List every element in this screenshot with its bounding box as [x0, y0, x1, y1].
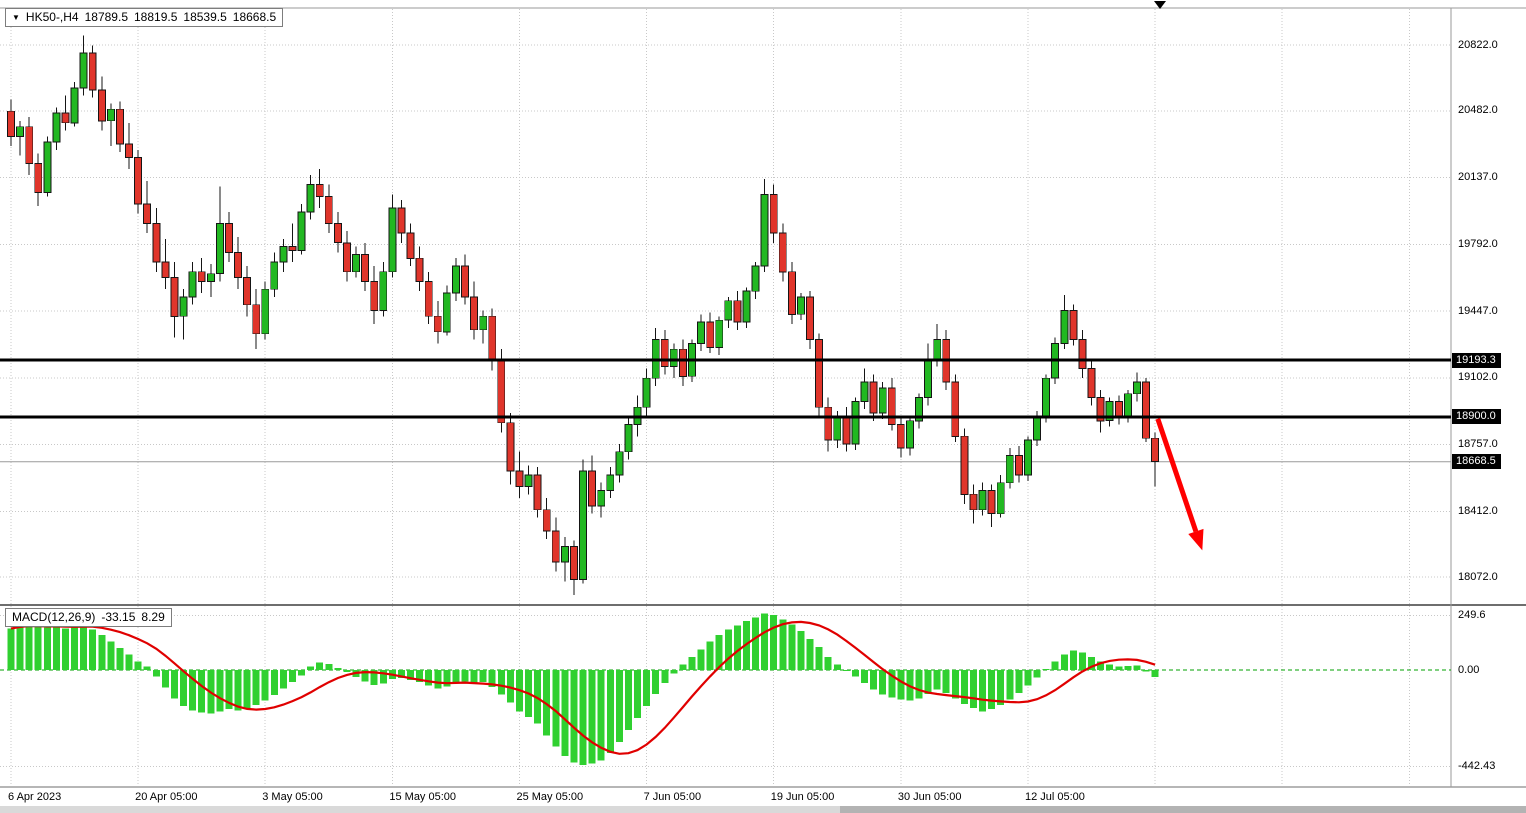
grid	[0, 9, 1451, 786]
price-tick-label: 20137.0	[1458, 171, 1498, 184]
price-tick-label: 18072.0	[1458, 570, 1498, 583]
level-price-tag: 18900.0	[1452, 409, 1501, 425]
date-tick-label: 19 Jun 05:00	[770, 791, 835, 803]
price-tick-label: 19447.0	[1458, 304, 1498, 317]
macd-label-box: MACD(12,26,9) -33.15 8.29	[5, 608, 172, 627]
date-tick-label: 30 Jun 05:00	[897, 791, 962, 803]
price-tick-label: 20822.0	[1458, 38, 1498, 51]
price-tick-label: 19792.0	[1458, 237, 1498, 250]
horizontal-scrollbar[interactable]	[0, 806, 1526, 813]
date-tick-label: 25 May 05:00	[516, 791, 584, 803]
date-tick-label: 6 Apr 2023	[8, 791, 62, 803]
candlestick-series	[7, 35, 1160, 595]
date-tick-label: 15 May 05:00	[389, 791, 457, 803]
macd-axis[interactable]: 249.6 0.00 -442.43	[1452, 605, 1526, 788]
price-tick-label: 20482.0	[1458, 104, 1498, 117]
horizontal-scrollbar-thumb[interactable]	[840, 806, 1526, 813]
price-tick-label: 19102.0	[1458, 371, 1498, 384]
ohlc-low: 18539.5	[183, 10, 227, 24]
ohlc-close: 18668.5	[232, 10, 277, 24]
macd-tick-label: -442.43	[1458, 759, 1496, 772]
symbol-period-label: HK50-,H4	[25, 10, 79, 24]
ohlc-high: 18819.5	[134, 10, 178, 24]
date-tick-label: 20 Apr 05:00	[135, 791, 198, 803]
date-tick-label: 12 Jul 05:00	[1024, 791, 1085, 803]
date-tick-label: 7 Jun 05:00	[643, 791, 702, 803]
price-tick-label: 18412.0	[1458, 504, 1498, 517]
macd-main-value: -33.15	[101, 610, 136, 624]
date-tick-label: 3 May 05:00	[262, 791, 323, 803]
macd-tick-label: 0.00	[1458, 663, 1480, 676]
macd-tick-label: 249.6	[1458, 609, 1486, 622]
support-resistance-lines[interactable]	[0, 358, 1451, 419]
macd-signal-value: 8.29	[141, 610, 165, 624]
macd-name-label: MACD(12,26,9)	[12, 610, 96, 624]
chart-shift-marker-icon[interactable]	[1154, 1, 1166, 9]
ohlc-open: 18789.5	[84, 10, 128, 24]
price-axis[interactable]: 20822.0 20482.0 20137.0 19792.0 19447.0 19102…	[1452, 8, 1526, 605]
macd-histogram	[7, 613, 1159, 765]
date-axis[interactable]: 6 Apr 2023 20 Apr 05:00 3 May 05:00 15 May …	[0, 788, 1526, 806]
macd-signal-line	[10, 620, 1156, 755]
level-price-tag: 19193.3	[1452, 352, 1501, 368]
current-price-tag: 18668.5	[1452, 454, 1501, 470]
price-tick-label: 18757.0	[1458, 438, 1498, 451]
trend-arrow[interactable]	[1155, 417, 1204, 551]
chart-header-box: ▼ HK50-,H4 18789.5 18819.5 18539.5 18668…	[5, 8, 284, 27]
collapse-arrow-icon[interactable]: ▼	[12, 12, 20, 22]
